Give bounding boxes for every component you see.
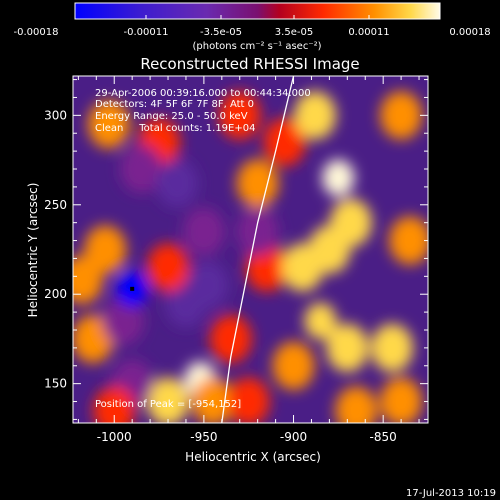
y-tick-label: 200	[44, 287, 67, 301]
heatmap-blob	[326, 323, 369, 373]
heatmap-blob	[218, 91, 261, 140]
heatmap-blob	[380, 377, 423, 423]
colorbar-tick-label: -3.5e-05	[200, 27, 242, 38]
colorbar-tick-label: 3.5e-05	[275, 27, 313, 38]
heatmap-blob	[93, 386, 136, 423]
heatmap-blob	[304, 302, 337, 340]
heatmap-blob	[236, 159, 279, 208]
heatmap-blob	[322, 159, 355, 197]
heatmap-blob	[272, 341, 315, 390]
heatmap-blob	[182, 207, 225, 256]
x-tick-label: -950	[190, 430, 217, 444]
heatmap-blob	[389, 216, 428, 265]
x-axis-label: Heliocentric X (arcsec)	[185, 450, 321, 464]
x-tick-label: -1000	[97, 430, 132, 444]
heatmap-blob	[281, 243, 324, 292]
plot-area: -1000 -950 -900 -850 150 200 250 300 29-Apr-200…	[44, 75, 429, 444]
heatmap-blob	[155, 159, 198, 208]
heatmap-blob	[294, 91, 337, 140]
plot-frame	[72, 75, 429, 424]
colorbar-tick-label: 0.00018	[449, 27, 490, 38]
footer-date: 17-Jul-2013 10:19	[406, 488, 496, 499]
annotation-detectors: Detectors: 4F 5F 6F 7F 8F, Att 0	[95, 99, 254, 110]
x-tick-label: -850	[370, 430, 397, 444]
chart-title: Reconstructed RHESSI Image	[140, 55, 359, 73]
heatmap-blob	[263, 118, 306, 167]
colorbar-unit-label: (photons cm⁻² s⁻¹ asec⁻²)	[192, 41, 321, 52]
solar-limb-curve	[221, 76, 295, 423]
annotation-clean: Clean Total counts: 1.19E+04	[95, 123, 255, 134]
heatmap-blob	[236, 207, 279, 256]
peak-marker	[130, 286, 135, 291]
annotation-energy: Energy Range: 25.0 - 50.0 keV	[95, 111, 248, 122]
y-axis-label: Heliocentric Y (arcsec)	[26, 183, 40, 318]
heatmap-blob	[147, 243, 190, 292]
heatmap-blob	[209, 314, 252, 364]
heatmap-blob	[102, 296, 145, 346]
heatmap-blob	[186, 261, 229, 310]
heatmap-blob	[371, 323, 414, 373]
heatmap-blob	[335, 386, 378, 423]
heatmap-blob	[120, 144, 163, 194]
x-tick-label: -900	[280, 430, 307, 444]
y-tick-label: 250	[44, 198, 67, 212]
heatmap-blob	[227, 377, 270, 423]
y-tick-label: 300	[44, 108, 67, 122]
y-tick-label: 150	[44, 377, 67, 391]
colorbar: -0.00018 -0.00011 -3.5e-05 3.5e-05 0.00011 0.…	[14, 2, 491, 52]
colorbar-gradient	[74, 2, 441, 20]
heatmap-blob	[87, 100, 130, 149]
heatmap-blob	[84, 225, 127, 274]
heatmap-image	[73, 91, 428, 423]
annotation-time: 29-Apr-2006 00:39:16.000 to 00:44:34.000	[95, 88, 311, 99]
colorbar-tick-label: 0.00011	[348, 27, 389, 38]
heatmap-blob	[147, 377, 190, 423]
colorbar-tick-label: -0.00018	[14, 27, 59, 38]
heatmap-blob	[380, 91, 423, 140]
colorbar-tick-label: -0.00011	[124, 27, 169, 38]
peak-position-label: Position of Peak = [-954,152]	[95, 399, 241, 410]
